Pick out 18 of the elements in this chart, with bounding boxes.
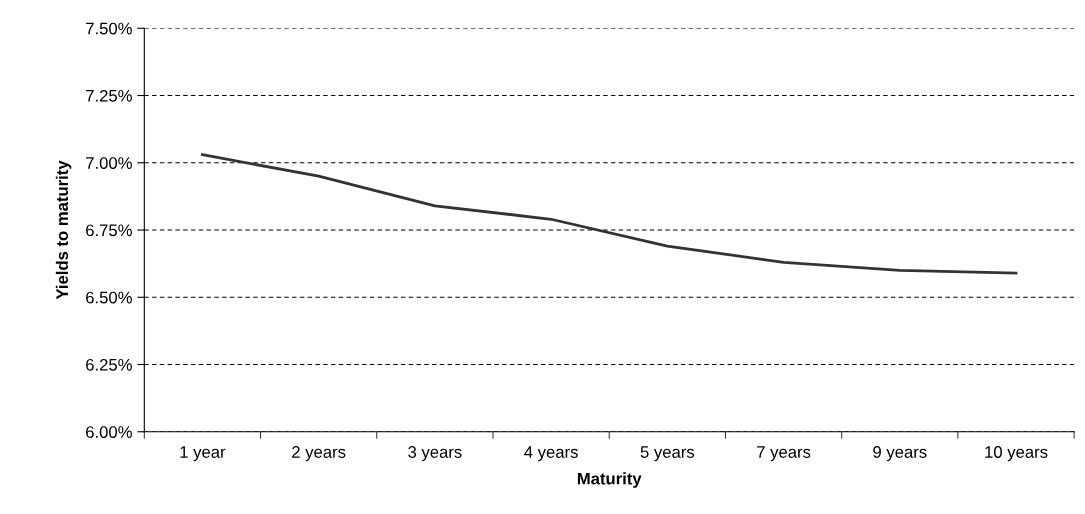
y-tick-label: 6.00% [86,426,132,438]
x-tick-label: 5 years [640,446,695,462]
y-tick-label: 6.75% [86,224,132,237]
y-tick-label: 7.50% [86,22,132,35]
x-axis-title: Maturity [577,472,642,488]
x-tick-label: 3 years [408,446,462,462]
x-tick-label: 1 year [180,446,226,462]
y-axis-title: Yields to maturity [55,160,72,300]
x-tick-label: 2 years [292,446,346,462]
x-tick-label: 4 years [524,446,578,462]
y-tick-label: 6.50% [86,291,132,304]
line-series [201,153,1018,275]
y-tick-label: 7.00% [86,157,132,169]
y-tick-label: 6.25% [86,358,132,371]
x-tick-label: 7 years [757,446,811,462]
x-tick-label: 10 years [985,446,1048,462]
x-tick-label: 9 years [873,446,927,462]
y-tick-label: 7.25% [86,89,132,102]
